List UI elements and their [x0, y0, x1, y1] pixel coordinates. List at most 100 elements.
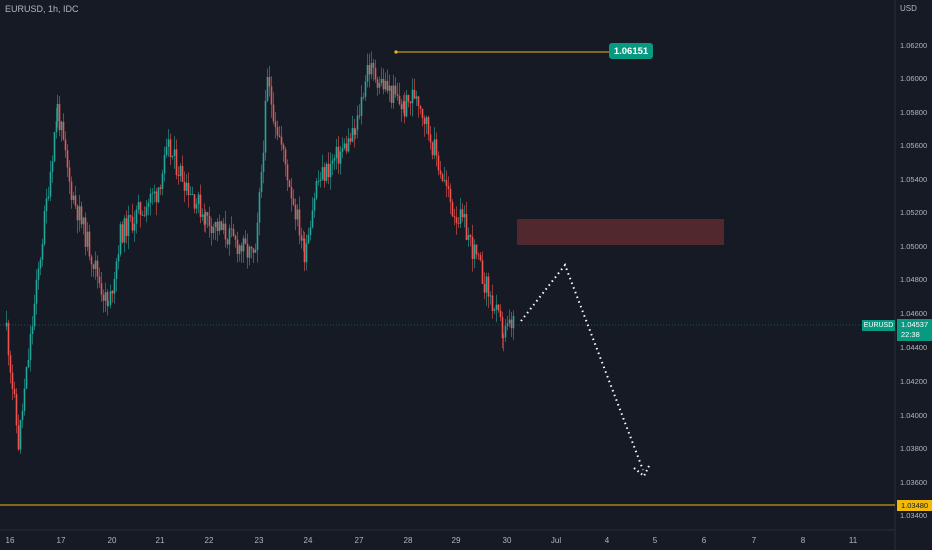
price-tick: 1.04800: [900, 275, 928, 284]
candle-body: [278, 135, 281, 137]
candle-body: [210, 225, 213, 234]
date-tick: 29: [451, 536, 461, 545]
candle-body: [504, 326, 507, 338]
candle-body: [463, 214, 466, 218]
candle-body: [431, 142, 434, 156]
candle-body: [64, 139, 67, 151]
candle-body: [55, 121, 58, 133]
candle-body: [356, 115, 359, 130]
candle-body: [384, 80, 387, 90]
candle-body: [272, 104, 275, 122]
candle-body: [451, 202, 454, 217]
candle-body: [483, 283, 486, 293]
candle-body: [238, 245, 241, 254]
current-price-value: 1.04537: [901, 320, 929, 329]
candle-body: [349, 138, 352, 142]
candle-body: [161, 173, 164, 189]
candle-body: [23, 388, 26, 411]
candle-body: [149, 193, 152, 203]
symbol-title[interactable]: EURUSD, 1h, IDC: [5, 4, 79, 14]
candle-body: [362, 96, 365, 98]
candle-body: [262, 152, 265, 172]
candle-body: [427, 117, 430, 135]
candle-body: [13, 388, 16, 395]
candle-body: [66, 150, 69, 168]
candle-body: [153, 191, 156, 194]
candle-body: [240, 245, 243, 252]
candle-body: [119, 224, 122, 255]
price-tick: 1.05200: [900, 208, 928, 217]
candle-body: [405, 94, 408, 117]
candle-body: [165, 146, 168, 155]
candle-body: [305, 243, 308, 263]
candle-body: [25, 367, 28, 389]
candle-body: [39, 259, 42, 269]
candle-body: [15, 394, 18, 426]
candle-body: [368, 65, 371, 75]
price-tick: 1.04600: [900, 309, 928, 318]
candle-body: [208, 215, 211, 226]
date-tick: 4: [604, 536, 610, 545]
candle-body: [394, 85, 397, 95]
candle-body: [280, 136, 283, 145]
high-price-badge[interactable]: 1.06151: [609, 43, 653, 59]
candle-body: [175, 149, 178, 176]
candle-body: [206, 212, 209, 216]
candle-body: [499, 310, 502, 318]
candle-body: [115, 261, 118, 280]
candle-body: [143, 214, 146, 216]
candle-body: [145, 206, 148, 216]
candle-body: [270, 86, 273, 105]
candle-body: [104, 292, 107, 301]
candle-body: [366, 65, 369, 82]
candle-body: [74, 195, 77, 206]
candle-body: [343, 143, 346, 149]
candle-body: [313, 198, 316, 211]
candle-body: [307, 234, 310, 244]
candle-body: [329, 163, 332, 178]
candle-body: [163, 154, 166, 174]
candle-body: [353, 128, 356, 135]
candle-body: [339, 151, 342, 164]
price-tick: 1.03600: [900, 478, 928, 487]
candle-body: [260, 171, 263, 193]
candle-body: [53, 132, 56, 162]
candle-body: [453, 216, 456, 218]
candle-body: [276, 127, 279, 136]
currency-label[interactable]: USD: [900, 4, 917, 13]
date-tick: 23: [254, 536, 264, 545]
candle-body: [386, 80, 389, 91]
candle-body: [171, 155, 174, 158]
candle-body: [302, 238, 305, 241]
candle-body: [96, 260, 99, 277]
candle-body: [485, 276, 488, 293]
candle-body: [129, 215, 132, 217]
candle-body: [455, 217, 458, 224]
date-tick: 27: [354, 536, 364, 545]
current-price-box: 1.04537 22:38: [897, 319, 932, 341]
candle-body: [441, 174, 444, 181]
high-marker-point[interactable]: [394, 50, 398, 54]
projection-path[interactable]: [520, 262, 644, 471]
candle-body: [315, 181, 318, 199]
candle-body: [337, 146, 340, 164]
candle-body: [256, 222, 259, 250]
date-tick: 28: [403, 536, 413, 545]
candle-body: [489, 295, 492, 297]
candle-body: [102, 294, 105, 301]
candle-body: [471, 236, 474, 259]
candle-body: [141, 214, 144, 216]
candle-body: [197, 194, 200, 205]
candle-body: [78, 206, 81, 221]
candle-body: [409, 101, 412, 104]
candle-body: [469, 235, 472, 237]
candle-body: [21, 410, 24, 421]
candle-body: [288, 180, 291, 188]
candle-body: [481, 260, 484, 284]
candle-body: [400, 104, 403, 110]
resistance-zone[interactable]: [517, 219, 724, 245]
candle-body: [300, 235, 303, 241]
candle-body: [501, 317, 504, 338]
candle-body: [226, 239, 229, 245]
